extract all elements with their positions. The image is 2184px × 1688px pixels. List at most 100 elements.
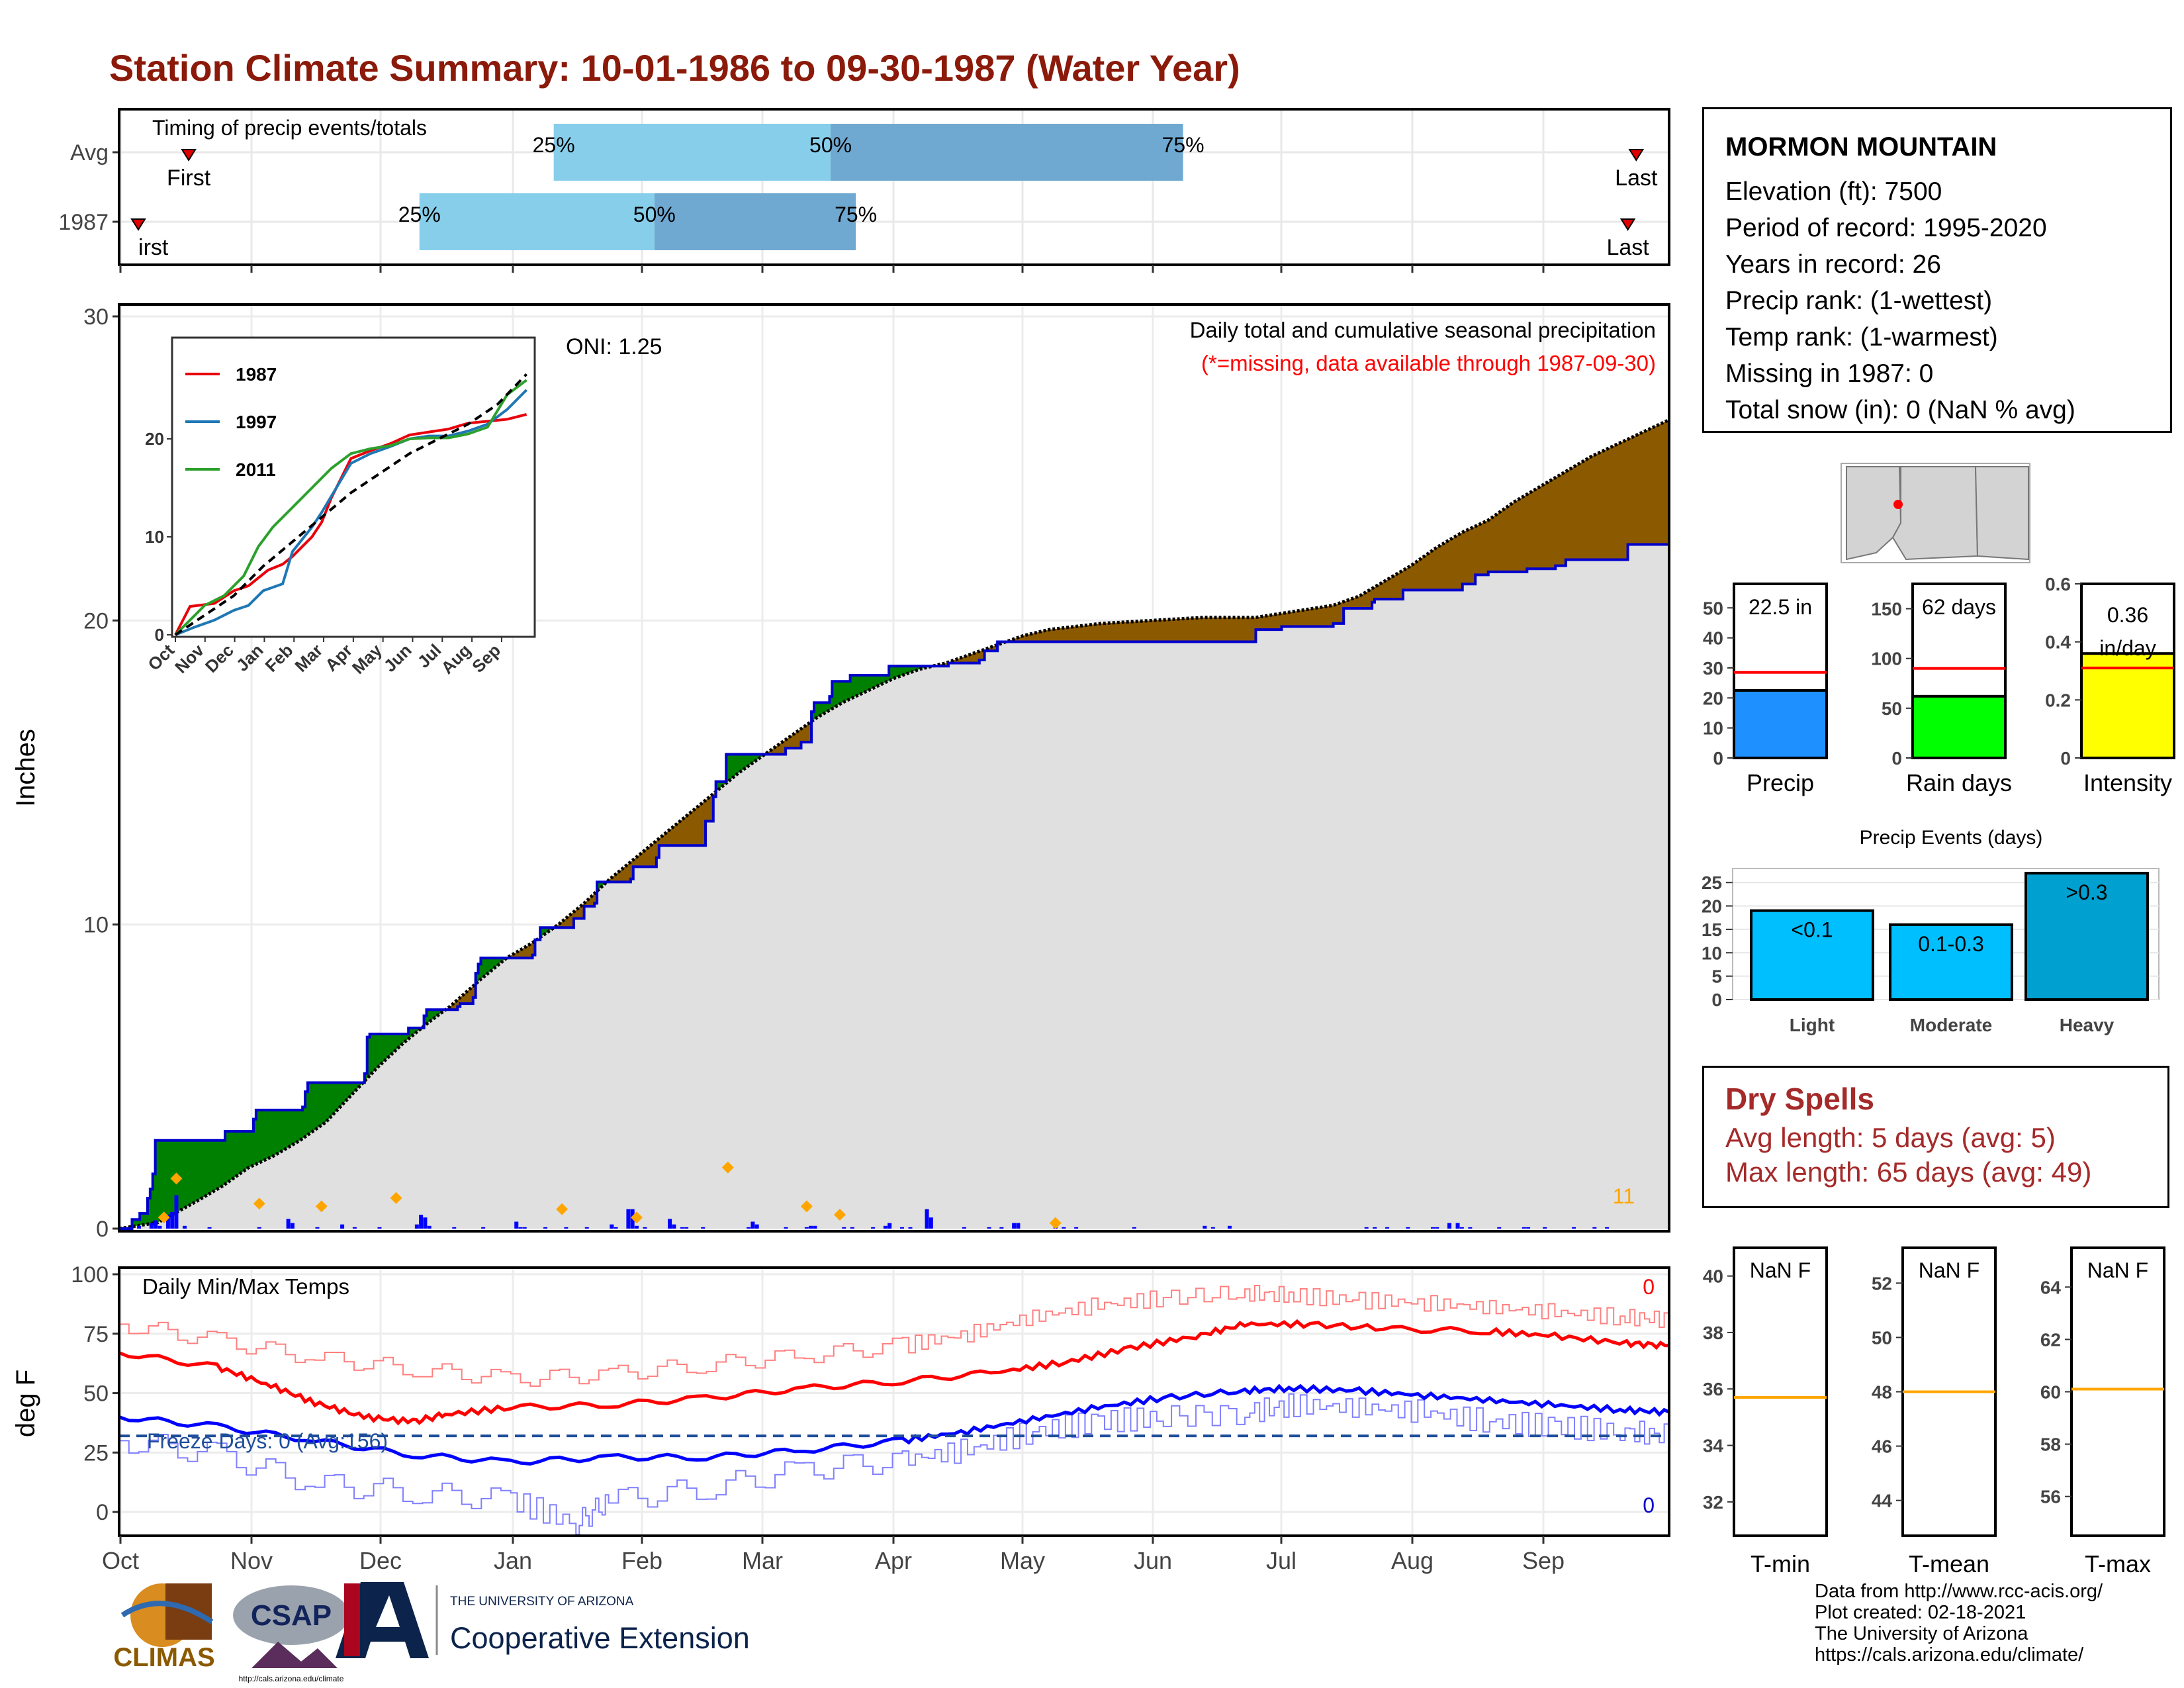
daily-precip-bar bbox=[1543, 1227, 1547, 1229]
total-y-tick-label: 0 bbox=[1713, 748, 1723, 769]
daily-precip-bar bbox=[804, 1227, 809, 1229]
tmin-1987-line bbox=[119, 1393, 1670, 1536]
timing-pct-label: 50% bbox=[809, 133, 852, 157]
map-state-tx bbox=[1974, 466, 2029, 561]
temp-rank-y-label: 40 bbox=[1703, 1266, 1723, 1287]
precip-y-tick-label: 0 bbox=[96, 1217, 109, 1242]
daily-avg-marker bbox=[253, 1197, 265, 1210]
csap-logo-cloud bbox=[233, 1585, 349, 1645]
daily-precip-bar bbox=[1074, 1227, 1079, 1229]
tmin-avg-line bbox=[118, 1383, 1670, 1466]
total-y-tick-label: 0.4 bbox=[2045, 632, 2071, 653]
daily-precip-bar bbox=[584, 1227, 589, 1229]
daily-precip-bar bbox=[427, 1225, 432, 1229]
map-state-nm bbox=[1891, 466, 1979, 561]
daily-precip-bar bbox=[1572, 1227, 1576, 1229]
daily-precip-bar bbox=[377, 1227, 382, 1229]
daily-precip-bar bbox=[1526, 1227, 1531, 1229]
total-y-tick-label: 30 bbox=[1703, 658, 1723, 679]
daily-precip-bar bbox=[813, 1225, 817, 1229]
daily-precip-bar bbox=[1227, 1225, 1232, 1229]
daily-precip-bar bbox=[908, 1227, 913, 1229]
total-bar bbox=[1911, 694, 2007, 760]
tmax-avg-line bbox=[118, 1319, 1670, 1426]
temp-rank-y-label: 32 bbox=[1703, 1492, 1723, 1513]
daily-precip-bar bbox=[149, 1223, 154, 1229]
page-title: Station Climate Summary: 10-01-1986 to 0… bbox=[109, 47, 1240, 89]
month-axis-label: Sep bbox=[1522, 1547, 1565, 1574]
csap-logo-mountain bbox=[251, 1642, 338, 1668]
total-y-tick-label: 0.2 bbox=[2045, 690, 2071, 710]
precip-y-tick-label: 10 bbox=[83, 913, 109, 938]
events-bar-label: >0.3 bbox=[2066, 880, 2107, 904]
daily-avg-marker bbox=[800, 1200, 813, 1213]
temp-rank-y-label: 56 bbox=[2040, 1487, 2061, 1507]
temp-rank-y-label: 36 bbox=[1703, 1379, 1723, 1399]
events-y-tick-label: 5 bbox=[1711, 966, 1722, 987]
station-temp-rank: Temp rank: (1-warmest) bbox=[1725, 323, 1998, 352]
source-credits: Data from http://www.rcc-acis.org/ Plot … bbox=[1815, 1581, 2103, 1665]
daily-precip-bar bbox=[899, 1227, 904, 1229]
dry-spells-box: Dry Spells Avg length: 5 days (avg: 5) M… bbox=[1702, 1066, 2169, 1208]
daily-precip-bar bbox=[352, 1227, 357, 1229]
total-y-tick-label: 0 bbox=[1891, 748, 1902, 769]
daily-precip-bar bbox=[929, 1217, 933, 1229]
total-bar bbox=[1733, 688, 1828, 759]
daily-precip-bar bbox=[518, 1227, 523, 1229]
temp-chart-title: Daily Min/Max Temps bbox=[142, 1274, 349, 1299]
first-event-marker bbox=[130, 218, 146, 231]
daily-precip-bar bbox=[784, 1227, 788, 1229]
common-region bbox=[119, 544, 1669, 1229]
month-axis-label: Dec bbox=[359, 1547, 402, 1574]
events-bar bbox=[1889, 923, 2013, 1002]
total-y-tick-label: 50 bbox=[1703, 598, 1723, 618]
temp-rank-y-label: 48 bbox=[1872, 1382, 1892, 1403]
temp-rank-label: T-min bbox=[1751, 1550, 1810, 1577]
total-value-label: 22.5 in bbox=[1749, 595, 1812, 619]
daily-precip-bar bbox=[680, 1227, 684, 1229]
daily-precip-bar bbox=[626, 1209, 631, 1229]
daily-avg-marker bbox=[556, 1203, 569, 1215]
total-y-tick-label: 40 bbox=[1703, 628, 1723, 649]
temp-rank-label: T-max bbox=[2085, 1550, 2151, 1577]
first-label: First bbox=[167, 165, 211, 191]
daily-precip-bar bbox=[1016, 1223, 1021, 1229]
climas-logo-text: CLIMAS bbox=[113, 1643, 214, 1672]
events-bar bbox=[1750, 909, 1874, 1001]
daily-precip-bar bbox=[340, 1224, 345, 1229]
daily-precip-bar bbox=[1435, 1227, 1439, 1229]
events-y-tick-label: 25 bbox=[1702, 872, 1722, 893]
dry-spells-max: Max length: 65 days (avg: 49) bbox=[1725, 1156, 2092, 1188]
events-y-tick-label: 15 bbox=[1702, 919, 1722, 940]
daily-precip-bar bbox=[170, 1211, 175, 1229]
tmax-1987-line bbox=[119, 1285, 1670, 1387]
month-axis-label: May bbox=[1000, 1547, 1045, 1574]
daily-precip-bar bbox=[1605, 1227, 1610, 1229]
daily-precip-bar bbox=[668, 1219, 672, 1229]
first-label: irst bbox=[138, 235, 169, 260]
average-cumulative-line bbox=[118, 418, 1670, 1231]
temp-rank-frame bbox=[2070, 1246, 2165, 1537]
inset-legend-label: 1997 bbox=[236, 412, 277, 432]
month-axis-label: Jan bbox=[494, 1547, 532, 1574]
daily-precip-bar bbox=[634, 1225, 639, 1229]
precip-panel-border bbox=[118, 303, 1670, 1233]
last-event-marker bbox=[1628, 149, 1645, 162]
total-y-tick-label: 20 bbox=[1703, 688, 1723, 708]
daily-precip-bar bbox=[987, 1227, 991, 1229]
daily-precip-bar bbox=[1447, 1223, 1452, 1229]
timing-q25-q50-bar bbox=[553, 124, 831, 181]
daily-precip-bar bbox=[419, 1215, 424, 1229]
daily-precip-bar bbox=[158, 1225, 162, 1229]
daily-precip-bar bbox=[1497, 1227, 1502, 1229]
timing-pct-label: 75% bbox=[1162, 133, 1205, 157]
timing-q25-q50-bar bbox=[419, 193, 655, 250]
daily-precip-bar bbox=[1430, 1227, 1435, 1229]
daily-precip-bar bbox=[747, 1227, 751, 1229]
daily-precip-bar bbox=[154, 1220, 158, 1229]
temp-rank-y-label: 58 bbox=[2040, 1434, 2061, 1455]
precip-y-tick-label: 20 bbox=[83, 608, 109, 633]
daily-precip-bar bbox=[290, 1223, 295, 1229]
daily-precip-bar bbox=[1373, 1227, 1377, 1229]
